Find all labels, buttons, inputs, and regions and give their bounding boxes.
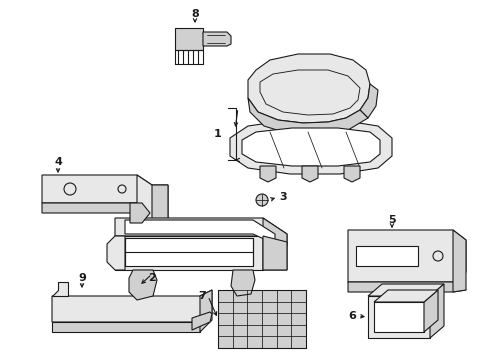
Polygon shape [137,175,168,240]
Polygon shape [343,166,359,182]
Polygon shape [347,282,465,292]
Polygon shape [203,32,230,46]
Polygon shape [367,296,429,338]
Polygon shape [129,270,157,300]
Polygon shape [230,270,254,296]
Polygon shape [52,290,212,322]
Bar [355,246,417,266]
Polygon shape [452,230,465,292]
Text: 5: 5 [387,215,395,225]
Text: 7: 7 [198,291,205,301]
Polygon shape [373,302,423,332]
Polygon shape [242,128,379,166]
Polygon shape [125,238,252,266]
Polygon shape [247,98,367,136]
Polygon shape [229,120,391,174]
Text: 6: 6 [347,311,355,321]
Polygon shape [52,282,68,296]
Text: 3: 3 [279,192,286,202]
Polygon shape [130,203,150,223]
Polygon shape [263,218,286,270]
Polygon shape [373,290,437,302]
Polygon shape [423,290,437,332]
Text: 9: 9 [78,273,86,283]
Polygon shape [347,230,465,282]
Polygon shape [115,236,263,270]
Polygon shape [263,236,286,270]
Text: 1: 1 [214,129,222,139]
Text: 2: 2 [148,273,156,283]
Polygon shape [175,28,203,50]
Polygon shape [260,70,359,115]
Polygon shape [42,203,152,213]
Circle shape [256,194,267,206]
Polygon shape [367,284,443,296]
Polygon shape [125,220,274,244]
Polygon shape [52,322,200,332]
Polygon shape [247,54,369,123]
Polygon shape [359,84,377,118]
Text: 4: 4 [54,157,62,167]
Polygon shape [200,290,212,332]
Polygon shape [107,236,125,270]
Polygon shape [218,290,305,348]
Polygon shape [302,166,317,182]
Polygon shape [260,166,275,182]
Polygon shape [152,185,168,240]
Polygon shape [192,312,212,330]
Polygon shape [429,284,443,338]
Polygon shape [115,218,286,246]
Text: 8: 8 [191,9,199,19]
Polygon shape [42,175,152,203]
